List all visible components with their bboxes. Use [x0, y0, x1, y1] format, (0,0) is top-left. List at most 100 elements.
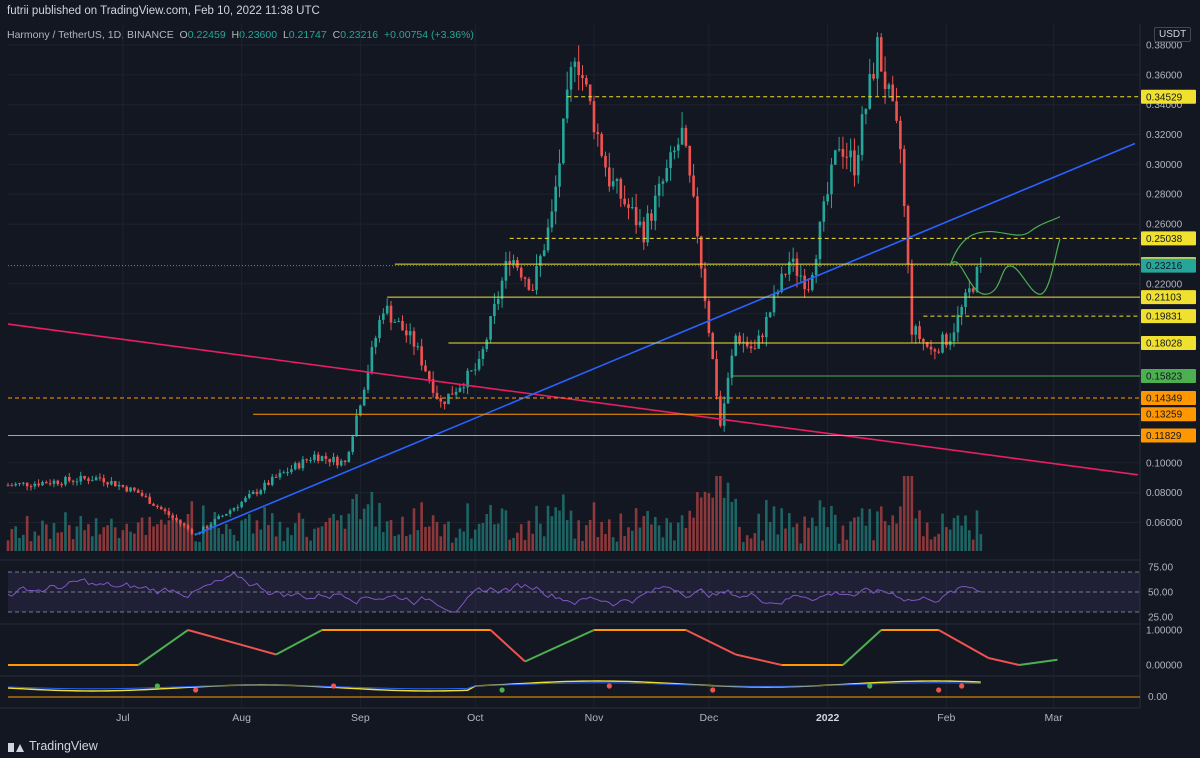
volume-bar [745, 535, 749, 551]
volume-bar [443, 524, 446, 551]
volume-bar [102, 527, 106, 551]
candle-body [776, 292, 780, 295]
tradingview-logo[interactable]: TradingView [8, 739, 98, 753]
volume-bar [98, 534, 102, 551]
candle-body [883, 71, 887, 90]
volume-bar [309, 540, 312, 551]
candle-body [90, 480, 94, 482]
volume-bar [362, 508, 366, 551]
baseline-line [7, 682, 981, 690]
candle-body [232, 508, 236, 511]
volume-bar [550, 516, 554, 551]
candle-body [542, 250, 546, 256]
volume-bar [795, 523, 799, 551]
volume-bar [450, 542, 454, 551]
candle-body [964, 292, 967, 307]
candle-body [929, 346, 933, 350]
candle-body [504, 260, 508, 281]
candle-body [251, 491, 255, 494]
candle-body [933, 349, 937, 352]
volume-bar [163, 524, 167, 551]
candle-body [52, 480, 56, 484]
volume-bar [393, 536, 397, 551]
candle-body [952, 332, 956, 342]
candle-body [673, 150, 676, 153]
volume-bar [512, 537, 515, 551]
volume-bar [531, 533, 535, 551]
volume-bar [964, 515, 967, 551]
volume-bar [37, 535, 40, 551]
price-level-tag [1141, 309, 1196, 324]
candle-body [868, 73, 872, 109]
candle-body [75, 481, 79, 483]
price-chart[interactable]: 0.38000 0.36000 0.34000 0.32000 0.30000 0.280… [0, 0, 1200, 735]
volume-bar [244, 518, 247, 551]
volume-bar [236, 540, 240, 551]
x-tick-label: Dec [700, 712, 719, 724]
volume-bar [811, 517, 814, 551]
volume-bar [558, 510, 561, 551]
candle-body [772, 294, 776, 313]
volume-bar [343, 528, 347, 551]
candle-body [684, 127, 688, 146]
volume-bar [638, 527, 642, 551]
candle-body [623, 198, 626, 205]
volume-bar [726, 482, 730, 551]
x-tick-label: Feb [937, 712, 955, 724]
volume-bar [868, 508, 872, 551]
close-label: C [332, 29, 341, 41]
candle-body [508, 260, 512, 264]
price-level-tag [1141, 428, 1196, 443]
volume-bar [776, 534, 780, 551]
candle-body [473, 369, 477, 371]
candle-body [10, 485, 14, 487]
volume-bar [125, 523, 129, 551]
price-level-tag [1141, 390, 1196, 405]
volume-bar [565, 520, 569, 551]
candle-body [25, 482, 29, 487]
candle-body [856, 154, 860, 176]
volume-bar [845, 539, 849, 551]
candle-body [554, 186, 557, 212]
volume-bar [18, 538, 21, 551]
currency-button[interactable]: USDT [1154, 27, 1192, 42]
candle-body [757, 335, 760, 349]
volume-bar [623, 535, 626, 551]
candle-body [500, 280, 504, 299]
volume-bar [247, 514, 251, 551]
osc-tick-label: 1.00000 [1146, 626, 1183, 637]
candle-body [608, 167, 611, 187]
volume-bar [251, 533, 255, 551]
candle-body [370, 347, 374, 372]
tradingview-icon [8, 741, 24, 752]
volume-bar [79, 515, 83, 551]
volume-bar [56, 532, 60, 551]
candle-body [558, 163, 561, 187]
oscillator-segment [524, 629, 595, 663]
candle-body [443, 401, 446, 405]
volume-bar [573, 538, 577, 551]
candle-body [313, 454, 316, 461]
volume-bar [665, 518, 669, 551]
volume-bar [313, 528, 316, 551]
volume-bar [228, 528, 232, 551]
volume-bar [259, 529, 263, 551]
projection-up-path [949, 216, 1061, 267]
projection-alt-path [949, 238, 1061, 295]
brand-label: TradingView [29, 739, 98, 753]
volume-bar [171, 517, 174, 551]
candle-body [642, 221, 646, 243]
volume-bar [742, 542, 745, 551]
candle-body [140, 492, 144, 496]
volume-bar [925, 522, 929, 551]
oscillator-segment [275, 629, 323, 656]
volume-bar [768, 522, 772, 551]
symbol-name[interactable]: Harmony / TetherUS, 1D, BINANCE [7, 29, 174, 41]
candle-body [67, 476, 71, 481]
volume-bar [22, 534, 25, 551]
oscillator-segment [685, 629, 737, 656]
volume-bar [202, 505, 205, 551]
candle-body [71, 480, 75, 482]
candle-body [255, 491, 259, 494]
volume-bar [952, 518, 956, 551]
